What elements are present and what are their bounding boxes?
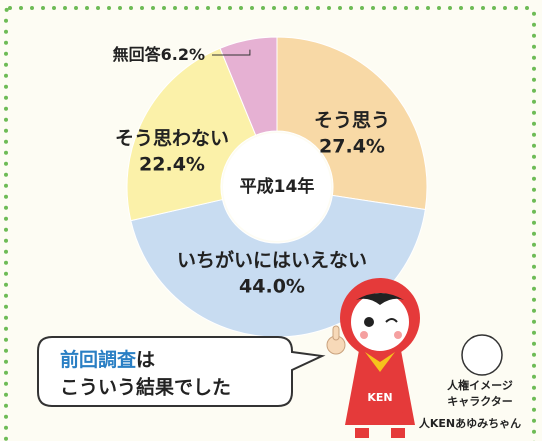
caption-line: キャラクター [447, 395, 513, 408]
caption-line: 人権イメージ [447, 378, 513, 392]
center-label: 平成14年 [240, 176, 315, 197]
callout-highlight: 前回調査 [60, 348, 137, 371]
slice-value: 44.0% [239, 276, 305, 298]
callout-line1: 前回調査は [60, 348, 155, 371]
slice-value: 22.4% [139, 154, 205, 176]
page: {"chart_data": {"type": "donut", "center… [0, 0, 542, 441]
caption-line: 人KENあゆみちゃん [419, 416, 521, 430]
slice-label: そう思わない [115, 128, 229, 150]
slice-label: 無回答6.2% [113, 45, 205, 64]
callout-line2: こういう結果でした [60, 376, 231, 399]
slice-label-value: 6.2% [161, 45, 205, 64]
slice-label-name: 無回答 [113, 45, 162, 64]
shirt-text: KEN [367, 391, 392, 404]
chart: そう思う 27.4% いちがいにはいえない 44.0% そう思わない 22.4% 無回答6.… [0, 0, 542, 441]
slice-label: いちがいにはいえない [177, 249, 367, 272]
slice-value: 27.4% [319, 136, 385, 158]
callout-rest: は [136, 349, 155, 371]
slice-label: そう思う [314, 110, 390, 132]
